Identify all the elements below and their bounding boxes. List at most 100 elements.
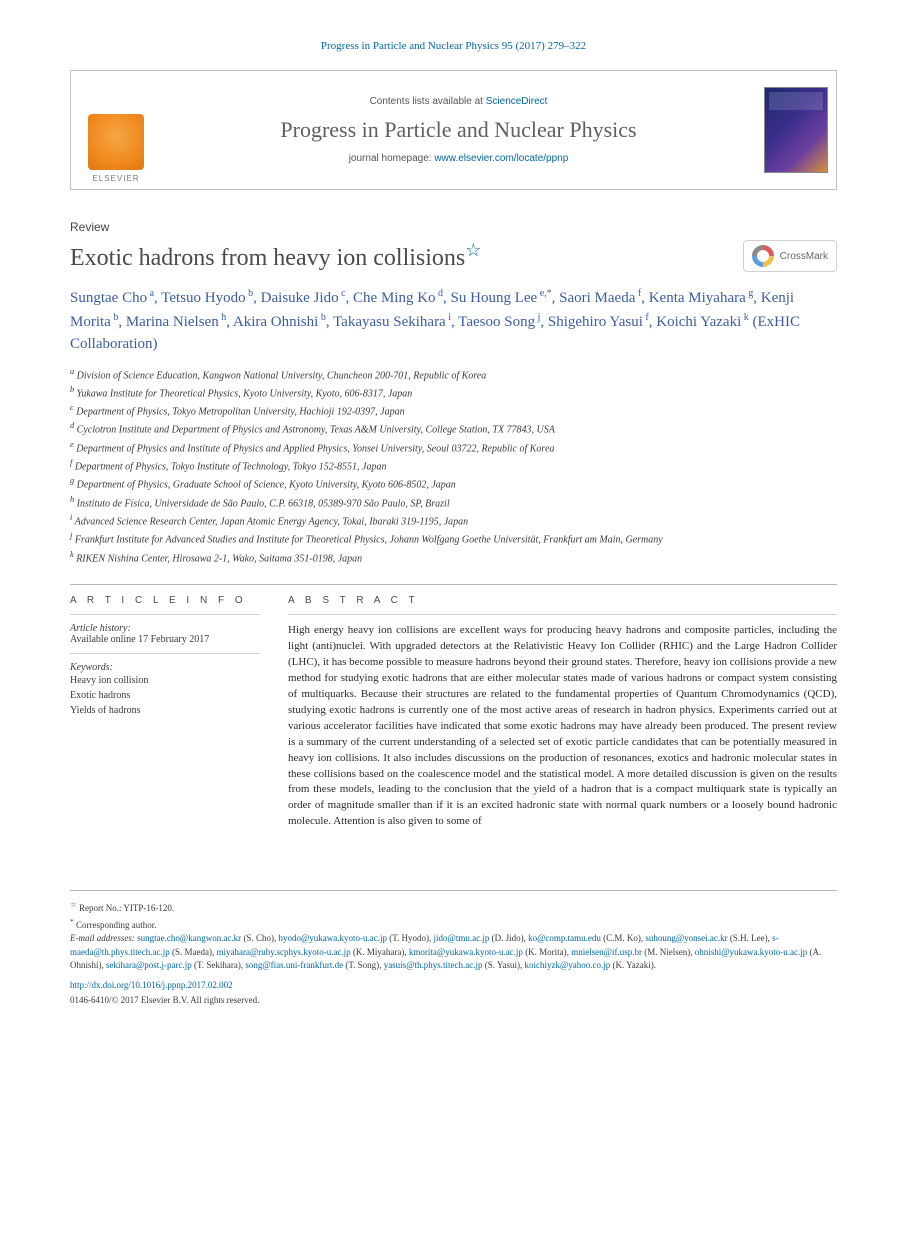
affiliation: c Department of Physics, Tokyo Metropoli… (70, 402, 837, 419)
email-who: (T. Song) (345, 960, 379, 970)
affiliation: e Department of Physics and Institute of… (70, 439, 837, 456)
email-who: (T. Sekihara) (194, 960, 241, 970)
title-text: Exotic hadrons from heavy ion collisions (70, 245, 465, 271)
affiliation: g Department of Physics, Graduate School… (70, 475, 837, 492)
report-note: ☆ Report No.: YITP-16-120. (70, 899, 837, 916)
email-who: (K. Morita) (525, 947, 567, 957)
email-link[interactable]: koichiyzk@yahoo.co.jp (524, 960, 610, 970)
doi-line: http://dx.doi.org/10.1016/j.ppnp.2017.02… (70, 979, 837, 993)
email-who: (C.M. Ko) (603, 933, 641, 943)
homepage-link[interactable]: www.elsevier.com/locate/ppnp (434, 153, 568, 164)
article-info-head: A R T I C L E I N F O (70, 595, 260, 606)
email-link[interactable]: hyodo@yukawa.kyoto-u.ac.jp (278, 933, 387, 943)
author: Che Ming Ko (353, 290, 436, 306)
doi-link[interactable]: http://dx.doi.org/10.1016/j.ppnp.2017.02… (70, 980, 233, 990)
title-footnote-marker: ☆ (465, 240, 481, 260)
email-who: (S. Cho) (243, 933, 274, 943)
email-link[interactable]: ko@comp.tamu.edu (528, 933, 601, 943)
author-aff-marker: e,* (537, 288, 551, 299)
affiliation: b Yukawa Institute for Theoretical Physi… (70, 384, 837, 401)
author: Akira Ohnishi (233, 314, 318, 330)
author: Tetsuo Hyodo (161, 290, 245, 306)
email-link[interactable]: mnielsen@if.usp.br (571, 947, 642, 957)
email-who: (D. Jido) (492, 933, 524, 943)
author: Saori Maeda (559, 290, 635, 306)
author-aff-marker: b (318, 312, 326, 323)
email-link[interactable]: song@fias.uni-frankfurt.de (245, 960, 343, 970)
affiliation: i Advanced Science Research Center, Japa… (70, 512, 837, 529)
article-title: Exotic hadrons from heavy ion collisions… (70, 240, 731, 272)
affiliation: j Frankfurt Institute for Advanced Studi… (70, 530, 837, 547)
contents-available-line: Contents lists available at ScienceDirec… (370, 96, 548, 107)
divider (70, 584, 837, 585)
contents-prefix: Contents lists available at (370, 96, 486, 107)
journal-cover-icon (764, 87, 828, 173)
sciencedirect-link[interactable]: ScienceDirect (486, 96, 548, 107)
affiliation: d Cyclotron Institute and Department of … (70, 420, 837, 437)
crossmark-badge[interactable]: CrossMark (743, 240, 837, 272)
running-head: Progress in Particle and Nuclear Physics… (70, 40, 837, 52)
author-aff-marker: c (339, 288, 346, 299)
author-aff-marker: a (147, 288, 154, 299)
author-list: Sungtae Cho a, Tetsuo Hyodo b, Daisuke J… (70, 286, 837, 356)
email-link[interactable]: jido@tmu.ac.jp (434, 933, 490, 943)
affiliation: h Instituto de Física, Universidade de S… (70, 494, 837, 511)
keywords-label: Keywords: (70, 662, 260, 673)
email-addresses: E-mail addresses: sungtae.cho@kangwon.ac… (70, 932, 837, 973)
email-who: (K. Yazaki) (613, 960, 654, 970)
homepage-line: journal homepage: www.elsevier.com/locat… (349, 153, 569, 164)
email-link[interactable]: suhoung@yonsei.ac.kr (645, 933, 727, 943)
elsevier-tree-icon (88, 114, 144, 170)
masthead: ELSEVIER Contents lists available at Sci… (70, 70, 837, 190)
cover-thumb-block (756, 71, 836, 189)
issn-copyright: 0146-6410/© 2017 Elsevier B.V. All right… (70, 994, 837, 1008)
divider (70, 614, 260, 615)
publisher-name: ELSEVIER (92, 174, 139, 183)
abstract-column: A B S T R A C T High energy heavy ion co… (288, 595, 837, 830)
author: Kenta Miyahara (649, 290, 746, 306)
author: Marina Nielsen (126, 314, 219, 330)
email-who: (K. Miyahara) (353, 947, 404, 957)
author: Shigehiro Yasui (548, 314, 643, 330)
abstract-text: High energy heavy ion collisions are exc… (288, 623, 837, 830)
author: Sungtae Cho (70, 290, 147, 306)
corresponding-note: * Corresponding author. (70, 916, 837, 933)
article-history-label: Article history: (70, 623, 260, 634)
keywords-list: Heavy ion collisionExotic hadronsYields … (70, 673, 260, 718)
footnotes: ☆ Report No.: YITP-16-120. * Correspondi… (70, 890, 837, 1008)
email-who: (T. Hyodo) (389, 933, 429, 943)
crossmark-icon (752, 245, 774, 267)
email-link[interactable]: miyahara@ruby.scphys.kyoto-u.ac.jp (217, 947, 351, 957)
divider (70, 653, 260, 654)
crossmark-label: CrossMark (780, 251, 828, 262)
author: Daisuke Jido (261, 290, 339, 306)
email-link[interactable]: kmorita@yukawa.kyoto-u.ac.jp (409, 947, 523, 957)
abstract-head: A B S T R A C T (288, 595, 837, 606)
affiliation: a Division of Science Education, Kangwon… (70, 366, 837, 383)
article-info-column: A R T I C L E I N F O Article history: A… (70, 595, 260, 830)
email-who: (S. Yasui) (485, 960, 520, 970)
email-who: (S.H. Lee) (730, 933, 768, 943)
journal-name: Progress in Particle and Nuclear Physics (280, 117, 636, 143)
author: Takayasu Sekihara (333, 314, 446, 330)
affiliation: k RIKEN Nishina Center, Hirosawa 2-1, Wa… (70, 549, 837, 566)
email-link[interactable]: yasuis@th.phys.titech.ac.jp (384, 960, 483, 970)
emails-label: E-mail addresses: (70, 933, 135, 943)
email-who: (S. Maeda) (172, 947, 212, 957)
keyword: Yields of hadrons (70, 703, 260, 718)
keyword: Heavy ion collision (70, 673, 260, 688)
homepage-prefix: journal homepage: (349, 153, 435, 164)
email-link[interactable]: sungtae.cho@kangwon.ac.kr (137, 933, 241, 943)
divider (288, 614, 837, 615)
author-aff-marker: k (741, 312, 749, 323)
affiliation: f Department of Physics, Tokyo Institute… (70, 457, 837, 474)
author: Koichi Yazaki (656, 314, 741, 330)
author: Taesoo Song (458, 314, 535, 330)
email-link[interactable]: sekihara@post.j-parc.jp (106, 960, 192, 970)
affiliation-list: a Division of Science Education, Kangwon… (70, 366, 837, 567)
email-link[interactable]: ohnishi@yukawa.kyoto-u.ac.jp (695, 947, 808, 957)
publisher-logo-block: ELSEVIER (71, 71, 161, 189)
corresponding-note-text: Corresponding author. (76, 920, 157, 930)
keyword: Exotic hadrons (70, 688, 260, 703)
author-aff-marker: d (436, 288, 444, 299)
